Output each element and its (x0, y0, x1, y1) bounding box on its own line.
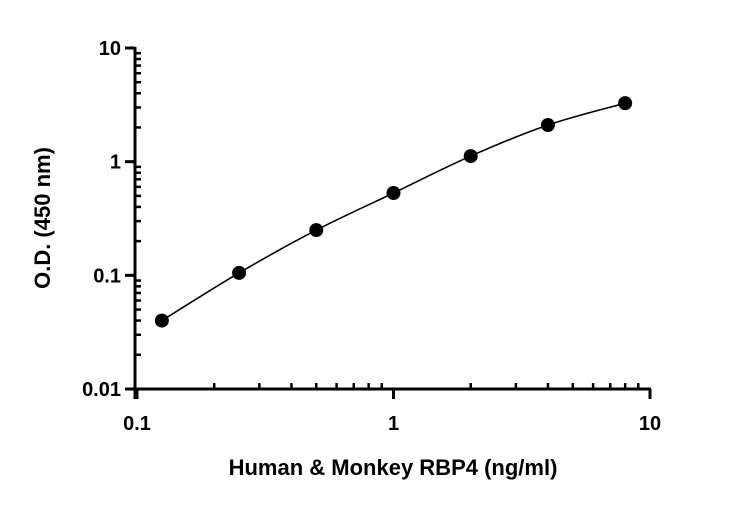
data-points (154, 96, 633, 328)
y-tick-label: 0.01 (82, 379, 121, 401)
data-point (232, 265, 247, 280)
data-point (309, 223, 324, 238)
y-tick-label: 0.1 (93, 265, 121, 287)
fit-curve (161, 102, 626, 322)
data-point (540, 118, 555, 133)
x-tick-label: 10 (639, 413, 661, 435)
data-point (463, 149, 478, 164)
x-tick-label: 0.1 (123, 413, 151, 435)
x-tick-label: 1 (388, 413, 399, 435)
fit-curve-path (161, 102, 626, 322)
data-point (386, 186, 401, 201)
y-axis-title: O.D. (450 nm) (30, 147, 55, 289)
x-axis-title: Human & Monkey RBP4 (ng/ml) (229, 455, 558, 480)
data-point (618, 96, 633, 111)
y-tick-label: 10 (99, 38, 121, 60)
axes (125, 46, 652, 399)
y-tick-label: 1 (110, 152, 121, 174)
data-point (154, 313, 169, 328)
